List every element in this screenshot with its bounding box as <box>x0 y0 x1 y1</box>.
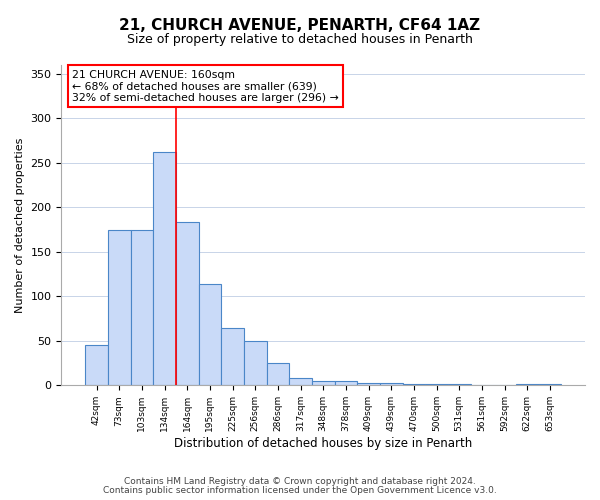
Bar <box>516 384 539 386</box>
Bar <box>357 382 380 386</box>
Text: 21 CHURCH AVENUE: 160sqm
← 68% of detached houses are smaller (639)
32% of semi-: 21 CHURCH AVENUE: 160sqm ← 68% of detach… <box>72 70 338 103</box>
Bar <box>448 384 470 386</box>
Bar <box>403 384 425 386</box>
Bar <box>131 230 153 386</box>
Bar <box>153 152 176 386</box>
Bar <box>380 382 403 386</box>
Bar <box>108 230 131 386</box>
Bar <box>244 341 266 386</box>
Bar <box>266 363 289 386</box>
Text: Contains HM Land Registry data © Crown copyright and database right 2024.: Contains HM Land Registry data © Crown c… <box>124 477 476 486</box>
Bar <box>335 381 357 386</box>
Bar <box>85 346 108 386</box>
Bar <box>425 384 448 386</box>
Bar <box>199 284 221 386</box>
Bar <box>312 381 335 386</box>
Text: 21, CHURCH AVENUE, PENARTH, CF64 1AZ: 21, CHURCH AVENUE, PENARTH, CF64 1AZ <box>119 18 481 32</box>
Bar <box>176 222 199 386</box>
Text: Contains public sector information licensed under the Open Government Licence v3: Contains public sector information licen… <box>103 486 497 495</box>
Bar <box>539 384 561 386</box>
Text: Size of property relative to detached houses in Penarth: Size of property relative to detached ho… <box>127 32 473 46</box>
Y-axis label: Number of detached properties: Number of detached properties <box>15 138 25 313</box>
Bar <box>221 328 244 386</box>
X-axis label: Distribution of detached houses by size in Penarth: Distribution of detached houses by size … <box>174 437 472 450</box>
Bar <box>289 378 312 386</box>
